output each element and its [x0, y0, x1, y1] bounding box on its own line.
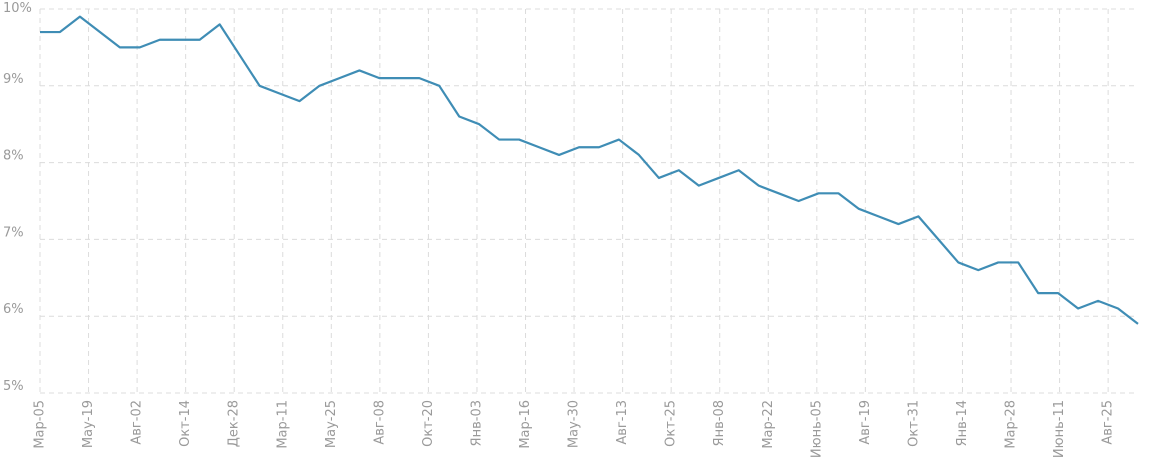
y-tick-label: 5% [3, 379, 24, 394]
x-tick-label: Авг-08 [372, 400, 387, 445]
x-tick-label: Янв-14 [955, 400, 970, 446]
x-tick-label: Авг-19 [858, 400, 873, 445]
data-line [40, 15, 1139, 325]
x-tick-label: Авг-02 [130, 400, 145, 445]
x-tick-label: Мар-05 [33, 400, 48, 449]
x-tick-label: Окт-14 [178, 400, 193, 447]
x-tick-label: Авг-13 [615, 400, 630, 445]
x-tick-label: Мау-25 [324, 400, 339, 448]
y-tick-label: 6% [3, 302, 24, 317]
y-tick-label: 8% [3, 149, 24, 164]
y-tick-label: 10% [3, 1, 32, 16]
x-tick-label: Мау-30 [567, 400, 582, 448]
x-tick-label: Июнь-05 [809, 400, 824, 458]
x-tick-label: Окт-31 [906, 400, 921, 447]
x-tick-label: Мар-11 [275, 400, 290, 449]
x-tick-label: Мар-16 [518, 400, 533, 449]
x-tick-label: Янв-03 [469, 400, 484, 446]
x-tick-label: Окт-20 [421, 400, 436, 447]
x-tick-label: Мау-19 [81, 400, 96, 448]
y-tick-label: 7% [3, 225, 24, 240]
x-tick-label: Июнь-11 [1052, 400, 1067, 458]
x-tick-label: Мар-22 [761, 400, 776, 449]
y-tick-label: 9% [3, 72, 24, 87]
x-tick-label: Мар-28 [1004, 400, 1019, 449]
x-tick-label: Дек-28 [227, 400, 242, 447]
x-tick-label: Окт-25 [664, 400, 679, 447]
x-tick-label: Янв-08 [712, 400, 727, 446]
x-tick-label: Авг-25 [1101, 400, 1116, 445]
